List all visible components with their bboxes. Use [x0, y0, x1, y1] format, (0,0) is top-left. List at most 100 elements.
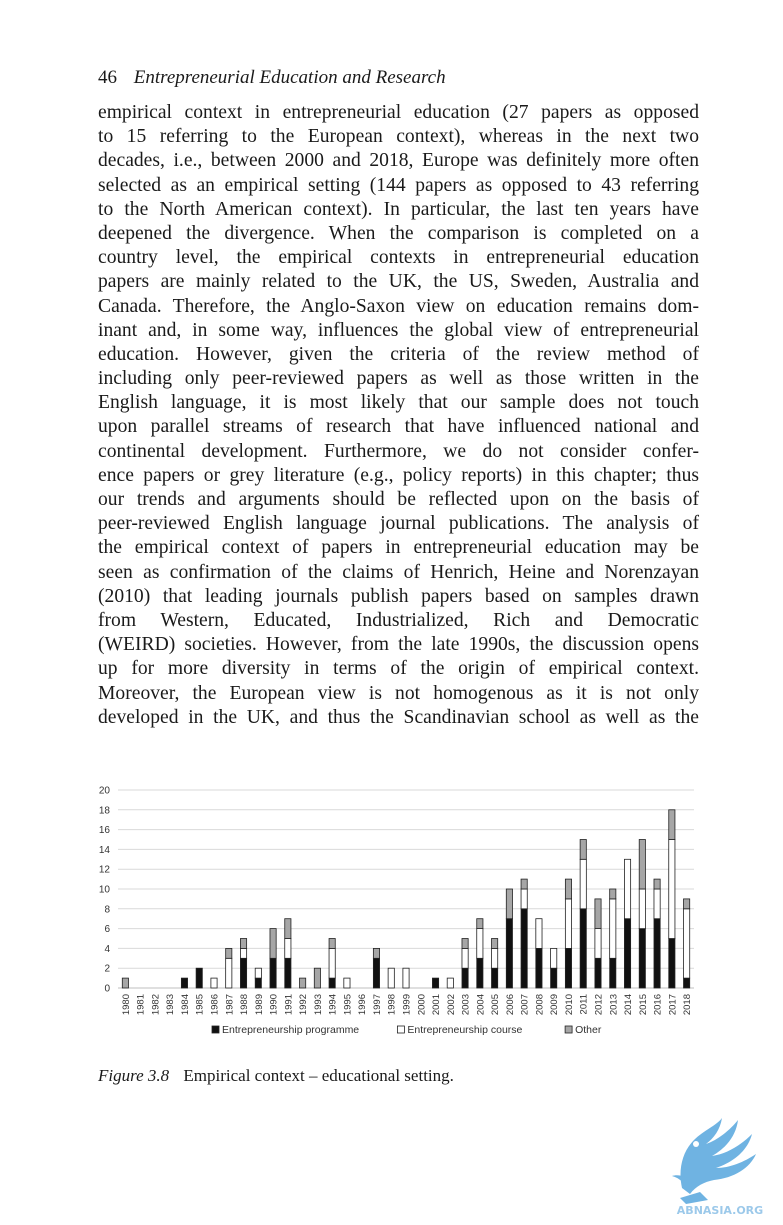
- x-tick-label: 1988: [239, 994, 250, 1015]
- bar-segment: [476, 918, 484, 929]
- running-head: 46 Entrepreneurial Education and Researc…: [98, 67, 446, 89]
- bar-segment: [579, 858, 587, 910]
- x-tick-label: 2012: [594, 994, 605, 1015]
- bar-segment: [180, 977, 188, 989]
- text-line: continental development. Furthermore, we…: [98, 440, 699, 462]
- bar-segment: [668, 809, 676, 840]
- text-line: the empirical context of papers in entre…: [98, 537, 699, 559]
- bar-segment: [461, 938, 469, 949]
- bar-segment: [491, 967, 499, 989]
- bar-segment: [299, 977, 307, 989]
- bar-segment: [210, 977, 218, 989]
- figure-chart: 0 2 4 6 8 10 12 14 16 18 20 1980 1981 1982 1983 1984 198…: [90, 778, 702, 1048]
- bar-segment: [609, 957, 617, 989]
- text-line: English language, it is most likely that…: [98, 392, 699, 414]
- x-tick-label: 2001: [431, 994, 442, 1015]
- x-tick-label: 1986: [210, 994, 221, 1015]
- bar-segment: [121, 977, 129, 989]
- bar-segment: [683, 898, 691, 910]
- bar-segment: [520, 888, 528, 910]
- x-tick-label: 1990: [269, 994, 280, 1015]
- x-tick-label: 2000: [416, 994, 427, 1015]
- bar-segment: [284, 938, 292, 959]
- bar-segment: [579, 908, 587, 989]
- bar-segment: [653, 888, 661, 920]
- bar-segment: [387, 967, 395, 989]
- y-tick-label: 14: [99, 845, 111, 856]
- x-tick-label: 2017: [667, 994, 678, 1015]
- x-tick-label: 2010: [564, 994, 575, 1015]
- legend-swatch: [396, 1025, 405, 1034]
- text-line: to 15 referring to the European context)…: [98, 126, 699, 148]
- bar-segment: [594, 898, 602, 930]
- x-tick-label: 1991: [283, 994, 294, 1015]
- legend-label: Other: [575, 1024, 602, 1036]
- stacked-bar-chart: 0 2 4 6 8 10 12 14 16 18 20 1980 1981 1982 1983 1984 198…: [99, 786, 694, 1036]
- bar-segment: [668, 839, 676, 939]
- x-tick-label: 1985: [195, 994, 206, 1015]
- text-line: developed in the UK, and thus the Scandi…: [98, 706, 699, 728]
- bar-segment: [328, 947, 336, 979]
- bar-segment: [564, 898, 572, 949]
- text-line: seen as confirmation of the claims of He…: [98, 561, 699, 583]
- bar-segment: [609, 888, 617, 900]
- body-paragraph: empirical context in entrepreneurial edu…: [98, 101, 699, 730]
- bar-segment: [594, 928, 602, 959]
- y-tick-label: 18: [99, 805, 111, 816]
- text-line: country level, the empirical contexts in…: [98, 247, 699, 269]
- bar-segment: [550, 967, 558, 989]
- y-tick-label: 16: [99, 825, 111, 836]
- bar-segment: [505, 918, 513, 989]
- x-tick-label: 2009: [549, 994, 560, 1015]
- y-tick-label: 6: [104, 924, 110, 935]
- x-tick-label: 2014: [623, 994, 634, 1015]
- text-line: our trends and arguments should be refle…: [98, 489, 699, 510]
- x-tick-label: 1994: [328, 994, 339, 1015]
- bar-segment: [520, 878, 528, 890]
- bar-segment: [638, 928, 646, 989]
- bar-segment: [505, 888, 513, 920]
- text-line: papers are mainly related to the UK, the…: [98, 271, 699, 293]
- text-line: ence papers or grey literature (e.g., po…: [98, 464, 699, 486]
- bar-segment: [269, 928, 277, 959]
- text-line: upon parallel streams of research that h…: [98, 416, 699, 438]
- legend-swatch: [211, 1025, 220, 1034]
- bar-segment: [564, 947, 572, 989]
- bar-segment: [535, 918, 543, 949]
- bar-segment: [343, 977, 351, 989]
- x-tick-label: 2007: [520, 994, 531, 1015]
- y-tick-label: 2: [104, 964, 110, 975]
- text-line: (2010) that leading journals publish pap…: [98, 585, 699, 607]
- x-tick-label: 1987: [224, 994, 235, 1015]
- x-tick-label: 2004: [475, 994, 486, 1015]
- y-tick-label: 0: [104, 984, 110, 995]
- text-line: empirical context in entrepreneurial edu…: [98, 102, 699, 123]
- text-line: from Western, Educated, Industrialized, …: [98, 609, 699, 631]
- bar-segment: [269, 957, 277, 989]
- x-tick-label: 2008: [534, 994, 545, 1015]
- bar-segment: [240, 947, 248, 959]
- y-tick-label: 10: [99, 885, 111, 896]
- bar-segment: [683, 908, 691, 979]
- text-line: education. However, given the criteria o…: [98, 343, 699, 365]
- text-line: inant and, in some way, influences the g…: [98, 319, 699, 341]
- bar-segment: [668, 938, 676, 989]
- bar-segment: [284, 957, 292, 989]
- x-tick-label: 2015: [638, 994, 649, 1015]
- bar-segment: [491, 947, 499, 969]
- text-line: Canada. Therefore, the Anglo-Saxon view …: [98, 295, 699, 317]
- bar-segment: [638, 888, 646, 929]
- bar-segment: [535, 947, 543, 989]
- bar-segment: [446, 977, 454, 989]
- x-tick-label: 2006: [505, 994, 516, 1015]
- text-line: selected as an empirical setting (144 pa…: [98, 174, 699, 196]
- bar-segment: [461, 967, 469, 989]
- bar-segment: [254, 967, 262, 979]
- bar-segment: [328, 938, 336, 949]
- x-tick-label: 1993: [313, 994, 324, 1015]
- text-line: decades, i.e., between 2000 and 2018, Eu…: [98, 150, 699, 172]
- legend-swatch: [564, 1025, 573, 1034]
- bar-segment: [683, 977, 691, 989]
- x-tick-label: 2018: [682, 994, 693, 1015]
